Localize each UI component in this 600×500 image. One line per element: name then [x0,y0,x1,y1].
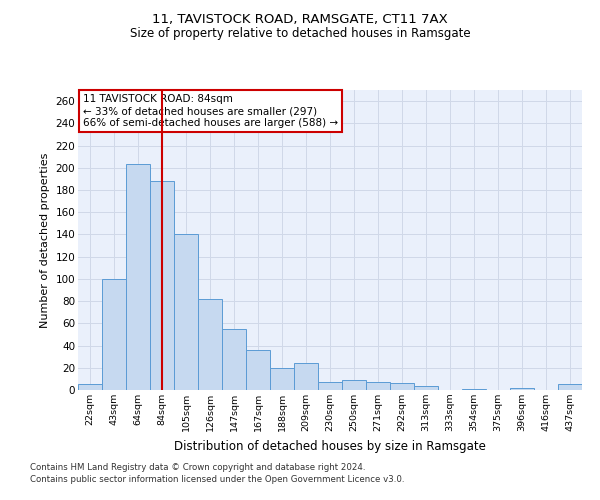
Bar [414,386,438,390]
Bar [558,384,582,390]
Text: Contains HM Land Registry data © Crown copyright and database right 2024.: Contains HM Land Registry data © Crown c… [30,464,365,472]
Text: Contains public sector information licensed under the Open Government Licence v3: Contains public sector information licen… [30,474,404,484]
Bar [294,364,318,390]
Bar [318,382,342,390]
Bar [198,299,222,390]
Bar [366,382,390,390]
Bar [78,384,102,390]
Bar [150,181,174,390]
Text: Size of property relative to detached houses in Ramsgate: Size of property relative to detached ho… [130,28,470,40]
Text: 11 TAVISTOCK ROAD: 84sqm
← 33% of detached houses are smaller (297)
66% of semi-: 11 TAVISTOCK ROAD: 84sqm ← 33% of detach… [83,94,338,128]
Bar [126,164,150,390]
Bar [246,350,270,390]
Bar [462,389,486,390]
Text: 11, TAVISTOCK ROAD, RAMSGATE, CT11 7AX: 11, TAVISTOCK ROAD, RAMSGATE, CT11 7AX [152,12,448,26]
Bar [390,384,414,390]
Bar [102,279,126,390]
Y-axis label: Number of detached properties: Number of detached properties [40,152,50,328]
Bar [270,368,294,390]
Bar [342,380,366,390]
Bar [222,329,246,390]
Bar [174,234,198,390]
X-axis label: Distribution of detached houses by size in Ramsgate: Distribution of detached houses by size … [174,440,486,452]
Bar [510,388,534,390]
